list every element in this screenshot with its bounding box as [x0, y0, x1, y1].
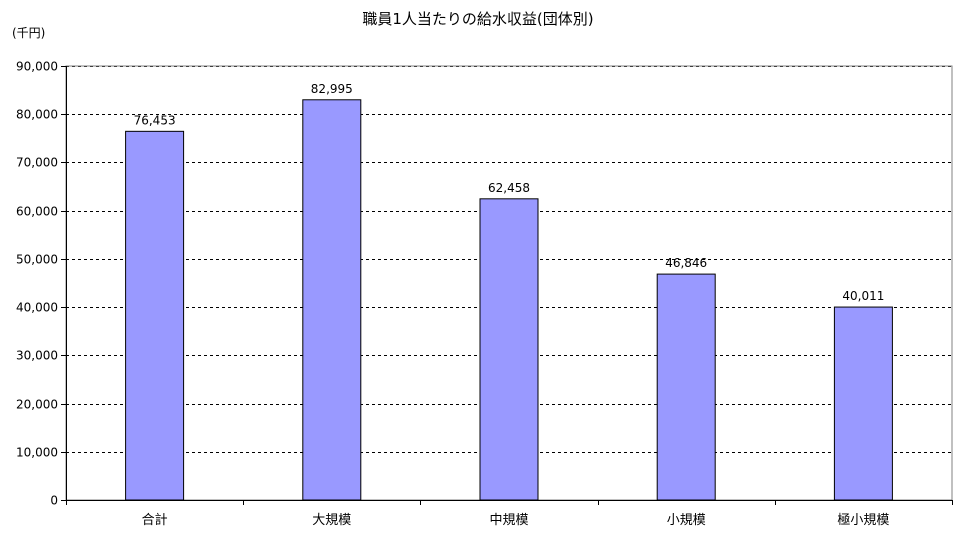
x-category-label: 合計 — [142, 512, 168, 528]
y-tick-label: 20,000 — [16, 398, 58, 412]
x-category-label: 小規模 — [667, 513, 706, 528]
bar — [302, 99, 362, 501]
bars — [125, 99, 893, 501]
x-category-label: 大規模 — [312, 513, 351, 528]
chart-title: 職員1人当たりの給水収益(団体別) — [362, 10, 593, 28]
unit-label: (千円) — [12, 26, 45, 40]
y-tick-label: 40,000 — [16, 301, 58, 315]
bar-value-label: 82,995 — [311, 82, 353, 96]
y-tick-label: 80,000 — [16, 108, 58, 122]
y-tick-label: 0 — [50, 494, 58, 508]
y-tick-label: 90,000 — [16, 60, 58, 74]
bar-value-label: 62,458 — [488, 181, 530, 195]
bar — [656, 273, 716, 501]
bar — [125, 130, 185, 501]
bar-value-label: 40,011 — [842, 289, 884, 303]
y-tick-label: 30,000 — [16, 349, 58, 363]
y-tick-label: 50,000 — [16, 253, 58, 267]
bar-value-label: 76,453 — [134, 113, 176, 127]
x-category-label: 中規模 — [489, 513, 528, 528]
y-tick-label: 10,000 — [16, 446, 58, 460]
x-category-label: 極小規模 — [837, 512, 889, 528]
y-tick-label: 60,000 — [16, 205, 58, 219]
bar — [479, 198, 539, 501]
bar-value-label: 46,846 — [665, 256, 707, 270]
y-tick-label: 70,000 — [16, 156, 58, 170]
bar — [833, 306, 893, 501]
labels: 0 10,000 20,000 30,000 40,000 50,000 60,000 70,… — [16, 60, 889, 529]
